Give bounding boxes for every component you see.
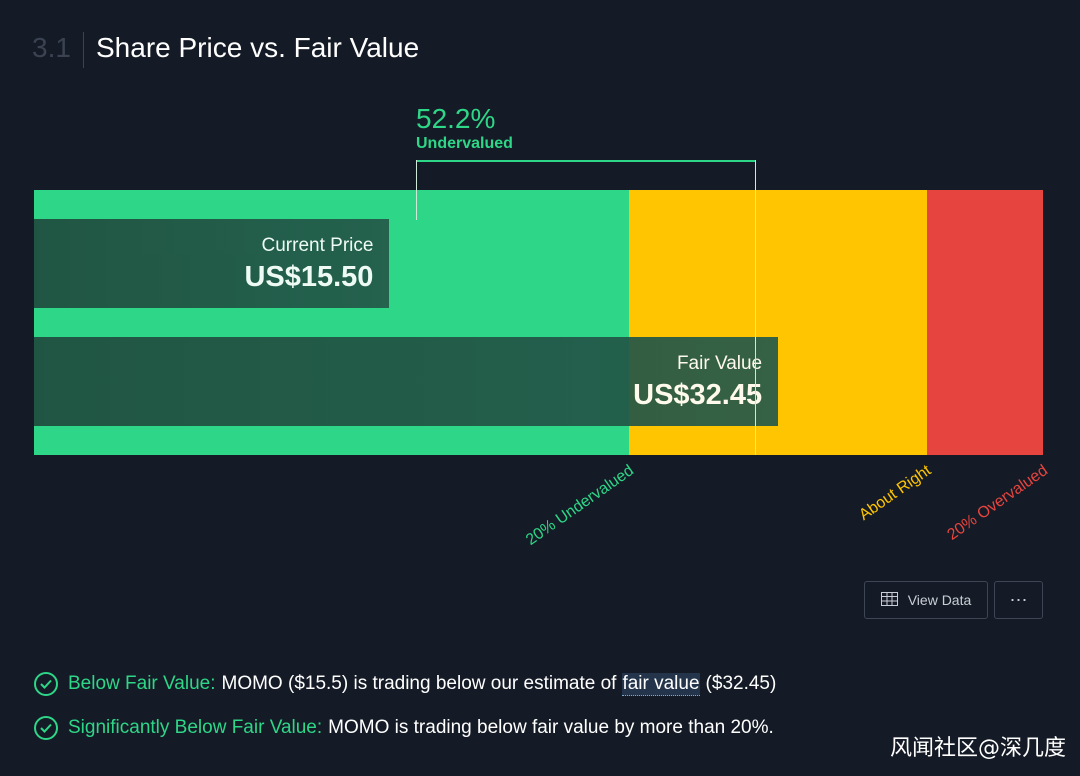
check-label: Below Fair Value: (68, 673, 216, 694)
undervalued-percentage: 52.2% (416, 103, 496, 134)
check-circle-icon (34, 672, 58, 696)
fair-value-bar: Fair Value US$32.45 (34, 337, 779, 426)
fair-value-value: US$32.45 (633, 379, 763, 411)
check-text: MOMO is trading below fair value by more… (328, 717, 774, 738)
current-price-value: US$15.50 (244, 261, 374, 293)
current-price-bar: Current Price US$15.50 (34, 219, 390, 308)
bracket-left-edge (416, 160, 417, 220)
check-significantly-below: Significantly Below Fair Value: MOMO is … (34, 716, 774, 740)
zone-20-overvalued (926, 190, 1043, 455)
check-text: MOMO ($15.5) is trading below our estima… (221, 673, 617, 694)
current-price-label: Current Price (261, 235, 374, 256)
page-title: Share Price vs. Fair Value (96, 32, 420, 63)
watermark: 风闻社区@深几度 (889, 736, 1066, 761)
section-number: 3.1 (32, 32, 71, 63)
check-label: Significantly Below Fair Value: (68, 717, 323, 738)
bracket-right-edge (755, 160, 756, 455)
zone-label-20-overvalued: 20% Overvalued (944, 462, 1051, 544)
fair-value-label: Fair Value (676, 353, 763, 374)
zone-label-about-right: About Right (856, 462, 935, 524)
zone-label-20-undervalued: 20% Undervalued (523, 462, 638, 549)
view-data-button[interactable]: View Data (864, 581, 988, 619)
more-icon: ⋯ (1009, 589, 1028, 610)
check-text-after: ($32.45) (705, 673, 777, 694)
undervalued-label: Undervalued (416, 135, 513, 152)
view-data-label: View Data (907, 592, 972, 608)
more-options-button[interactable]: ⋯ (994, 581, 1043, 619)
check-circle-icon (34, 716, 58, 740)
table-icon (880, 591, 898, 609)
title-divider (83, 32, 84, 68)
difference-bracket (416, 160, 756, 455)
check-below-fair-value: Below Fair Value: MOMO ($15.5) is tradin… (34, 672, 776, 696)
fair-value-link[interactable]: fair value (622, 672, 700, 696)
